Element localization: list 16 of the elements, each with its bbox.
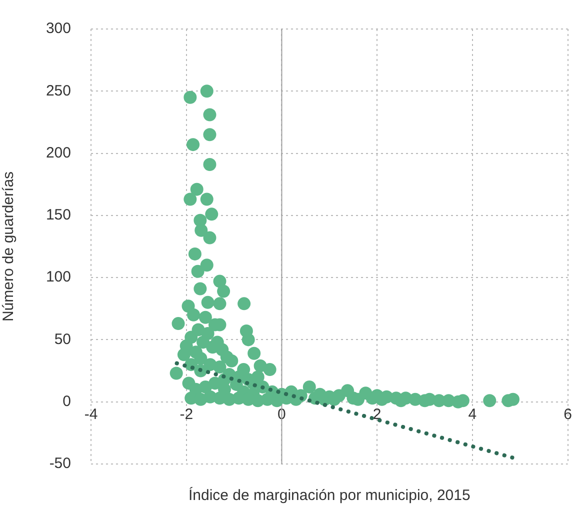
y-tick-label: -50 [49,455,71,472]
y-tick-label: 300 [46,20,71,38]
y-tick-label: 200 [46,144,71,162]
x-tick-label: -4 [84,406,98,423]
x-tick-label: -2 [180,406,194,423]
x-tick-label: 4 [468,406,477,423]
y-tick-label: 250 [46,82,71,100]
y-tick-label: 150 [46,206,71,224]
y-tick-label: 50 [54,330,71,348]
x-axis-title: Índice de marginación por municipio, 2015 [188,486,470,504]
y-tick-label: 100 [46,268,71,286]
x-tick-label: 6 [564,406,572,423]
y-tick-label: 0 [62,393,71,410]
y-axis-title: Número de guarderías [0,171,18,322]
x-tick-label: 0 [278,406,286,423]
x-tick-label: 2 [372,406,382,423]
